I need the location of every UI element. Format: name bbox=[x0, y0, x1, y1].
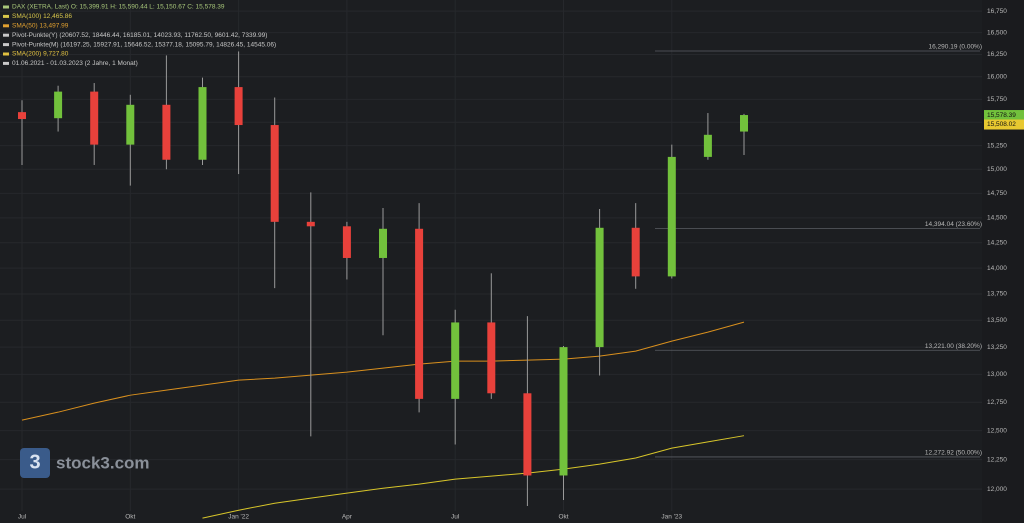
candle-body bbox=[306, 221, 315, 227]
y-tick-label: 12,750 bbox=[987, 399, 1007, 406]
level-label: 13,221.00 (38.20%) bbox=[925, 343, 982, 350]
price-tag bbox=[984, 119, 1024, 130]
legend-swatch bbox=[3, 43, 9, 47]
candle-body bbox=[198, 87, 207, 160]
y-tick-label: 15,250 bbox=[987, 142, 1007, 149]
logo bbox=[20, 448, 50, 478]
candle-body bbox=[487, 322, 496, 394]
candle-body bbox=[270, 125, 279, 222]
plot: 16,290.19 (0.00%) 14,394.04 (23.60%) 13,22… bbox=[18, 44, 1024, 519]
y-tick-label: 14,250 bbox=[987, 240, 1007, 247]
x-tick-label: Jul bbox=[451, 514, 460, 521]
y-tick-label: 13,750 bbox=[987, 291, 1007, 298]
y-tick-label: 16,500 bbox=[987, 29, 1007, 36]
x-tick-label: Apr bbox=[342, 514, 353, 521]
y-tick-label: 12,250 bbox=[987, 456, 1007, 463]
level-label: 16,290.19 (0.00%) bbox=[929, 44, 982, 51]
candle-body bbox=[523, 393, 532, 476]
candle-body bbox=[379, 228, 387, 258]
legend-swatch bbox=[3, 33, 9, 37]
y-tick-label: 14,000 bbox=[987, 265, 1007, 272]
legend-swatch bbox=[3, 14, 9, 18]
candle-body bbox=[595, 227, 604, 348]
legend-entry: SMA(50) 13,497.99 bbox=[12, 23, 69, 30]
candle-body bbox=[740, 115, 748, 132]
legend-swatch bbox=[3, 5, 9, 9]
candle-body bbox=[90, 91, 99, 145]
legend-entry: Pivot-Punkte(M) (16197.25, 15927.91, 156… bbox=[12, 41, 276, 48]
candle-body bbox=[415, 228, 424, 399]
candle-body bbox=[234, 87, 243, 126]
y-tick-label: 12,500 bbox=[987, 427, 1007, 434]
y-tick-label: 12,000 bbox=[987, 486, 1007, 493]
x-tick-label: Jan '22 bbox=[228, 514, 249, 521]
candle-body bbox=[18, 112, 26, 120]
candle-body bbox=[342, 226, 351, 258]
price-tag-label: 15,578.39 bbox=[987, 112, 1016, 119]
x-tick-label: Okt bbox=[125, 514, 135, 521]
y-tick-label: 15,000 bbox=[987, 166, 1007, 173]
watermark-text: stock3.com bbox=[56, 453, 150, 472]
y-tick-label: 16,750 bbox=[987, 8, 1007, 15]
x-tick-label: Jan '23 bbox=[661, 514, 682, 521]
x-tick-label: Okt bbox=[558, 514, 568, 521]
legend-entry: SMA(100) 12,465.86 bbox=[12, 13, 72, 20]
level-label: 14,394.04 (23.60%) bbox=[925, 221, 982, 228]
candle-body bbox=[703, 134, 712, 157]
candle-body bbox=[451, 322, 460, 399]
indicator-line bbox=[202, 435, 745, 519]
candle-body bbox=[667, 156, 676, 277]
price-tag-label: 15,508.02 bbox=[987, 121, 1016, 128]
y-tick-label: 13,500 bbox=[987, 317, 1007, 324]
y-tick-label: 15,750 bbox=[987, 96, 1007, 103]
candle-body bbox=[126, 104, 135, 145]
grid: 12,000 12,250 12,500 12,750 13,000 13,250 13,5… bbox=[0, 0, 1007, 521]
watermark: 3 stock3.com bbox=[20, 448, 150, 478]
y-tick-label: 16,250 bbox=[987, 51, 1007, 58]
candle-body bbox=[162, 104, 171, 160]
y-axis-area bbox=[982, 0, 1024, 523]
legend-swatch bbox=[3, 24, 9, 28]
y-tick-label: 14,500 bbox=[987, 215, 1007, 222]
price-tag bbox=[984, 110, 1024, 121]
y-tick-label: 14,750 bbox=[987, 190, 1007, 197]
legend-swatch bbox=[3, 61, 9, 65]
indicator-line bbox=[21, 321, 745, 421]
y-tick-label: 13,000 bbox=[987, 371, 1007, 378]
candle-body bbox=[631, 227, 640, 277]
legend-entry: Pivot-Punkte(Y) (20607.52, 18446.44, 161… bbox=[12, 32, 267, 39]
candle-body bbox=[559, 347, 568, 476]
legend-entry: SMA(200) 9,727.80 bbox=[12, 51, 69, 58]
y-tick-label: 16,000 bbox=[987, 73, 1007, 80]
legend-entry: DAX (XETRA, Last) O: 15,399.91 H: 15,590… bbox=[12, 4, 225, 11]
logo-mark: 3 bbox=[29, 451, 40, 473]
x-tick-label: Jul bbox=[18, 514, 27, 521]
legend: DAX (XETRA, Last) O: 15,399.91 H: 15,590… bbox=[3, 4, 276, 67]
candle-body bbox=[54, 91, 63, 119]
level-label: 12,272.92 (50.00%) bbox=[925, 450, 982, 457]
legend-swatch bbox=[3, 52, 9, 56]
y-tick-label: 13,250 bbox=[987, 344, 1007, 351]
legend-entry: 01.06.2021 - 01.03.2023 (2 Jahre, 1 Mona… bbox=[12, 60, 138, 67]
